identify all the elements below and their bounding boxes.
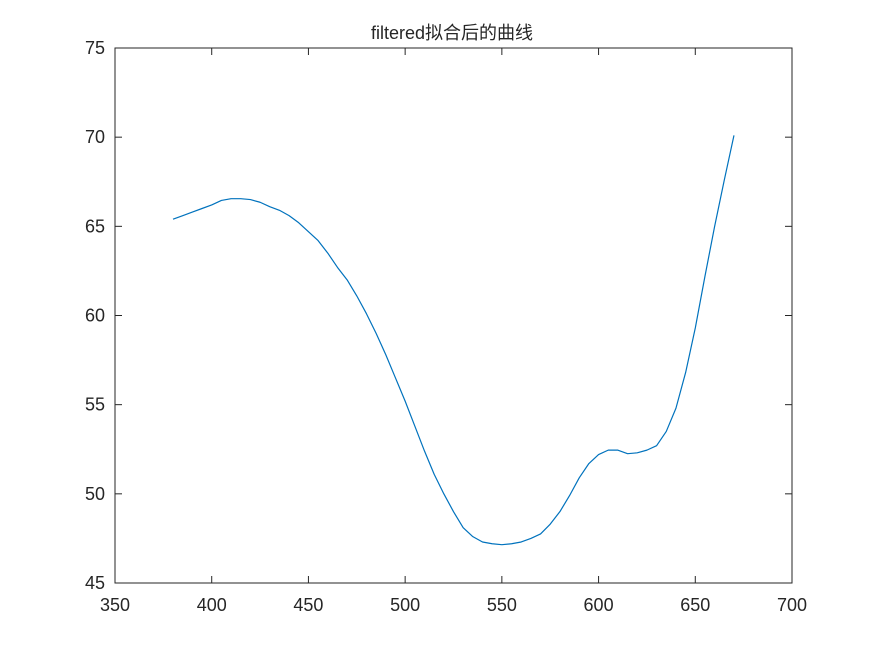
x-tick-label: 350 — [100, 595, 130, 615]
y-tick-label: 65 — [85, 216, 105, 236]
x-tick-label: 700 — [777, 595, 807, 615]
series-line — [172, 135, 735, 546]
y-tick-label: 75 — [85, 38, 105, 58]
x-tick-label: 400 — [197, 595, 227, 615]
y-tick-label: 45 — [85, 573, 105, 593]
x-tick-label: 500 — [390, 595, 420, 615]
x-tick-label: 450 — [293, 595, 323, 615]
y-tick-label: 70 — [85, 127, 105, 147]
y-tick-label: 60 — [85, 306, 105, 326]
plot-area: 350 400 450 500 550 600 650 700 45 50 55 60 65 70 75 — [85, 38, 807, 615]
axes-box — [114, 47, 793, 584]
y-tick-label: 55 — [85, 395, 105, 415]
chart-title: filtered拟合后的曲线 — [371, 23, 533, 43]
y-tick-label: 50 — [85, 484, 105, 504]
x-tick-label: 650 — [680, 595, 710, 615]
x-tick-label: 600 — [584, 595, 614, 615]
x-tick-label: 550 — [487, 595, 517, 615]
